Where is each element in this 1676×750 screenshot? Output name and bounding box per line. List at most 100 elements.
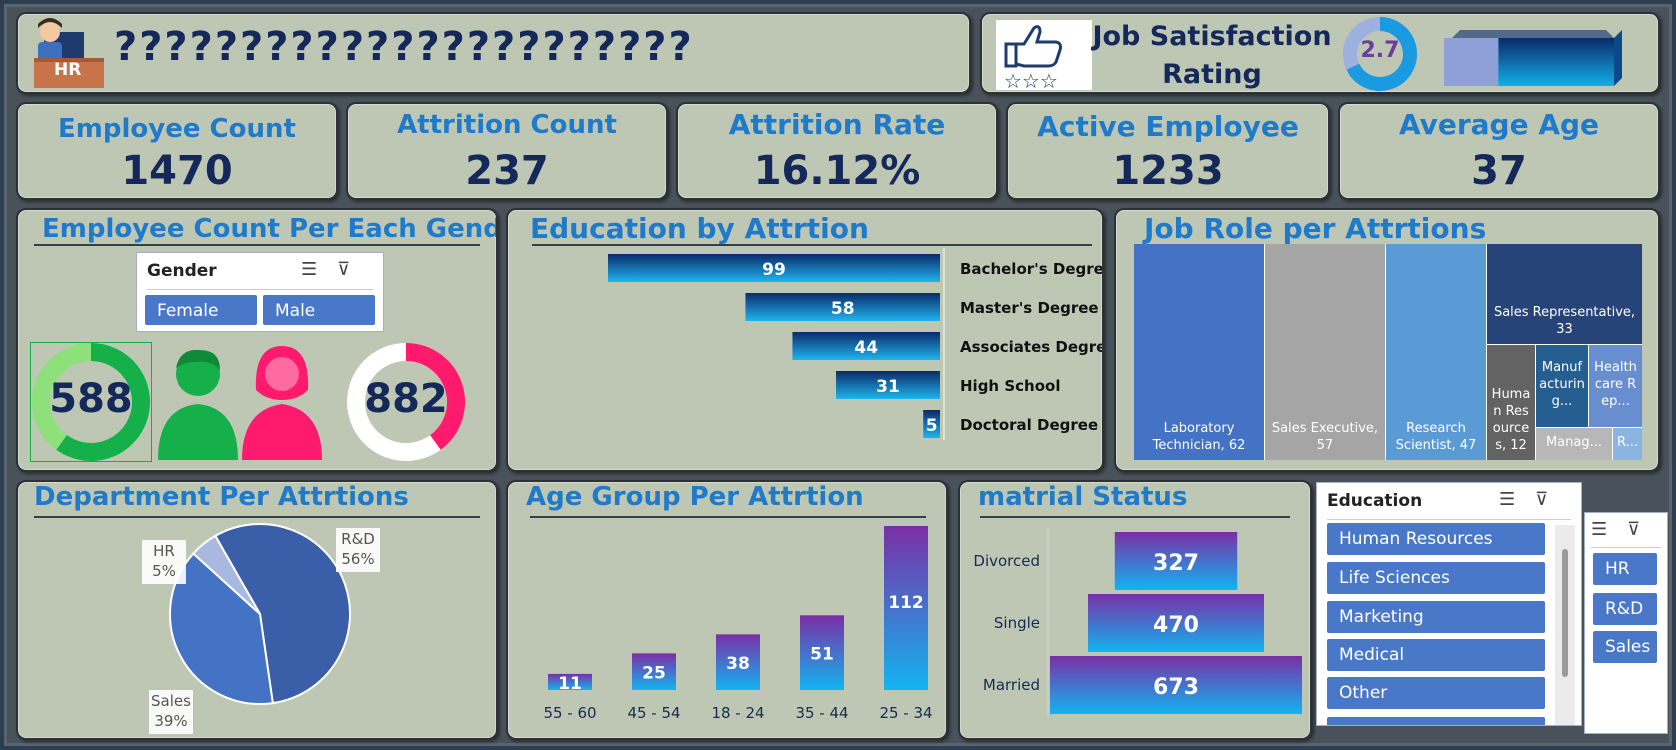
kpi-label: Active Employee [1037,110,1299,143]
age-bar-value: 11 [558,674,582,694]
male-count: 588 [49,376,133,422]
job-satisfaction-card: ☆☆☆ Job Satisfaction Rating 2.7 [980,12,1660,94]
age-group-card: Age Group Per Attrtion 11 55 - 60 25 45 - 5… [506,480,948,740]
age-bar [800,615,844,690]
education-section-title: Education by Attrtion [530,212,869,245]
slicer-divider [1591,547,1661,548]
gauge-fill [1346,17,1417,91]
multi-select-icon[interactable]: ☰ [301,259,318,280]
pie-category-label: Sales [151,692,191,710]
education-bar [745,293,940,321]
treemap-tile: Healthcare Rep... [1589,345,1642,427]
education-option[interactable]: Medical [1327,639,1545,671]
department-option-rd[interactable]: R&D [1593,593,1657,625]
education-slicer-scrollbar[interactable] [1555,525,1575,725]
treemap-tile-label: Manag... [1545,434,1603,450]
slicer-divider [147,289,373,290]
education-bar [836,371,940,399]
age-bar [716,634,760,690]
education-option[interactable]: Other [1327,677,1545,709]
age-bar-value: 38 [726,654,750,674]
gender-section-title: Employee Count Per Each Gender [42,214,498,244]
multi-select-icon[interactable]: ☰ [1591,519,1608,540]
clear-filter-icon[interactable]: ⊽ [1627,519,1641,540]
pie-slice [191,534,261,615]
education-bar-chart: 99 Bachelor's Degree 58 Master's Degree 44 As… [608,248,1104,440]
kpi-employee-count: Employee Count 1470 [16,102,338,200]
education-option-partial[interactable] [1327,717,1545,725]
section-divider [34,516,480,518]
section-divider [530,516,926,518]
education-category-label: Associates Degree [960,338,1104,356]
gender-slicer: Gender ☰ ⊽ Female Male [136,252,384,332]
kpi-label: Attrition Count [397,110,617,140]
gender-slicer-toolbar: ☰ ⊽ [287,259,359,281]
female-count: 882 [364,376,448,422]
kpi-label: Employee Count [58,114,296,144]
treemap-tile-label: Research Scientist, 47 [1395,421,1477,453]
male-person-icon [158,349,238,460]
education-card: Education by Attrtion 99 Bachelor's Degre… [506,208,1104,472]
pie-category-label: R&D [341,530,375,548]
treemap-tile: Manag... [1536,428,1612,460]
marital-bar-value: 327 [1153,551,1199,576]
marital-category-label: Divorced [973,552,1040,570]
department-option-sales[interactable]: Sales [1593,631,1657,663]
pie-category-label: HR [153,542,175,560]
pie-label-box [142,540,186,584]
kpi-value: 1233 [1112,148,1224,194]
department-option-hr[interactable]: HR [1593,553,1657,585]
marital-section-title: matrial Status [978,482,1188,512]
kpi-attrition-count: Attrition Count 237 [346,102,668,200]
treemap-tile: R... [1613,428,1642,460]
job-role-treemap: Laboratory Technician, 62 Sales Executive… [1134,244,1642,460]
multi-select-icon[interactable]: ☰ [1499,489,1516,510]
treemap-tile: Laboratory Technician, 62 [1134,244,1264,460]
female-count-ring [347,343,465,461]
marital-bar [1114,532,1238,590]
pie-slice [213,523,351,705]
marital-bar-value: 673 [1153,675,1199,700]
section-divider [532,244,1092,246]
treemap-tile: Research Scientist, 47 [1386,244,1486,460]
job-satisfaction-gauge [1343,17,1417,91]
department-slicer-toolbar: ☰ ⊽ [1577,519,1649,541]
marital-bar [1050,656,1302,714]
treemap-tile-label: Human Resources, 12 [1491,387,1531,453]
treemap-tile-label: Sales Executive, 57 [1271,421,1379,453]
satisfaction-progress-bar [1444,30,1622,86]
svg-text:☆☆☆: ☆☆☆ [1004,69,1058,90]
education-option[interactable]: Human Resources [1327,523,1545,555]
education-option[interactable]: Marketing [1327,601,1545,633]
age-category-label: 18 - 24 [711,704,764,722]
section-divider [34,244,480,246]
job-satisfaction-value: 2.7 [1360,38,1400,63]
treemap-tile: Sales Executive, 57 [1265,244,1385,460]
kpi-value: 37 [1471,148,1527,194]
male-ring-selection [30,342,152,462]
age-bar [548,673,592,690]
kpi-active-employee: Active Employee 1233 [1006,102,1330,200]
clear-filter-icon[interactable]: ⊽ [337,259,351,280]
age-bar-value: 25 [642,664,666,684]
kpi-value: 16.12% [753,148,921,194]
treemap-tile-label: Laboratory Technician, 62 [1152,421,1246,453]
education-category-label: Doctoral Degree [960,416,1098,434]
job-satisfaction-label: Job Satisfaction Rating [1092,21,1332,90]
gender-option-female[interactable]: Female [145,295,257,325]
treemap-tile-label: R... [1617,434,1638,450]
treemap-tile: Sales Representative, 33 [1487,244,1642,344]
treemap-tile: Human Resources, 12 [1487,345,1535,460]
header-card: HR ??????????????????????? [16,12,971,94]
marital-status-chart: 327 Divorced 470 Single 673 Married [973,528,1302,718]
education-bar-value: 31 [876,377,900,397]
age-category-label: 45 - 54 [627,704,680,722]
scrollbar-thumb[interactable] [1562,549,1568,677]
kpi-average-age: Average Age 37 [1338,102,1660,200]
age-category-label: 35 - 44 [795,704,848,722]
treemap-tile-label: Sales Representative, 33 [1493,305,1636,337]
education-bar-value: 5 [926,416,938,436]
clear-filter-icon[interactable]: ⊽ [1535,489,1549,510]
education-option[interactable]: Life Sciences [1327,562,1545,594]
gender-option-male[interactable]: Male [263,295,375,325]
